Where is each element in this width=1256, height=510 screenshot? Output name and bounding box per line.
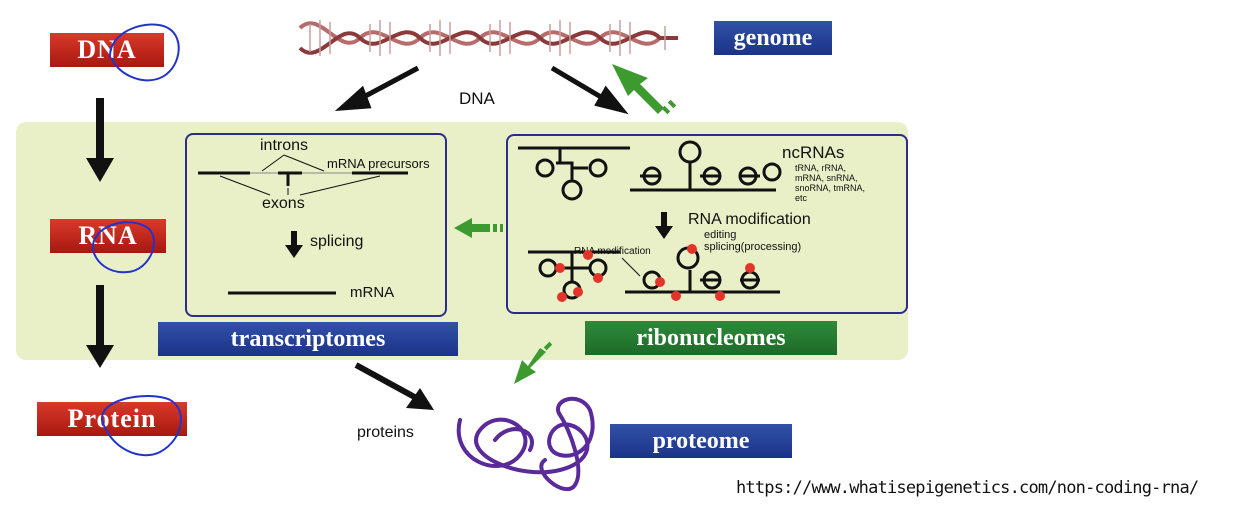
- modification-dots: [555, 244, 755, 302]
- handwritten-annotations: [91, 23, 182, 457]
- ncrna-box: [506, 134, 908, 314]
- rna-modification-text: RNA modification: [688, 211, 811, 228]
- proteins-arrow: [354, 362, 434, 410]
- dna-helix-icon: [298, 20, 678, 56]
- ncrna-structures: [518, 140, 782, 300]
- proteome-label: proteome: [610, 424, 792, 458]
- transcriptomes-label: transcriptomes: [158, 322, 458, 356]
- ncrna-types-4: etc: [795, 193, 808, 203]
- left-column-arrows: [86, 98, 114, 368]
- source-url: https://www.whatisepigenetics.com/non-co…: [736, 478, 1199, 498]
- ncrnas-title: ncRNAs: [782, 143, 845, 162]
- mrna-precursors-text: mRNA precursors: [327, 156, 430, 171]
- splicing-processing-text: splicing(processing): [704, 241, 802, 253]
- protein-tangle-icon: [456, 396, 595, 492]
- transcript-diagram: [198, 154, 408, 295]
- splicing-arrow: [285, 231, 303, 258]
- modification-arrow: [655, 212, 673, 239]
- ribonucleomes-label: ribonucleomes: [585, 321, 837, 355]
- dna-label: DNA: [50, 33, 164, 67]
- green-arrows: [454, 64, 677, 384]
- genome-label: genome: [714, 21, 832, 55]
- editing-text: editing: [704, 229, 737, 241]
- transcriptome-box: [185, 133, 447, 317]
- exons-text: exons: [262, 195, 305, 212]
- ncrna-types-2: mRNA, snRNA,: [795, 173, 858, 183]
- introns-text: introns: [260, 137, 309, 154]
- ncrna-types-3: snoRNA, tmRNA,: [795, 183, 866, 193]
- splicing-text: splicing: [310, 233, 364, 250]
- mrna-text: mRNA: [350, 284, 395, 301]
- proteins-text: proteins: [357, 424, 414, 441]
- protein-label: Protein: [37, 402, 187, 436]
- dna-arrows: [334, 65, 629, 115]
- ncrna-types-1: tRNA, rRNA,: [795, 163, 847, 173]
- dna-text: DNA: [459, 89, 495, 108]
